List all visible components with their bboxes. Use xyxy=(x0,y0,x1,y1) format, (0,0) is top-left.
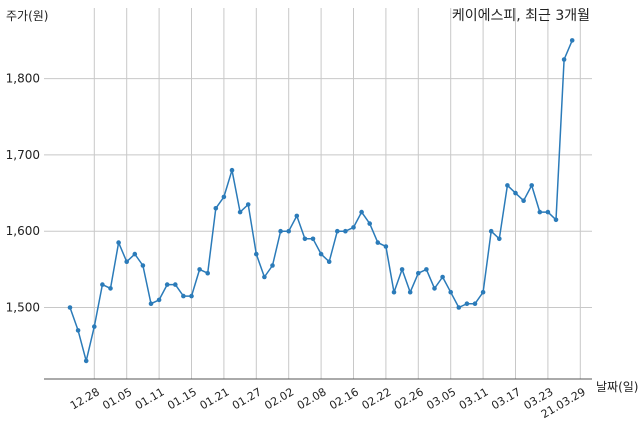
data-point xyxy=(221,194,227,200)
data-point xyxy=(480,289,486,295)
data-point xyxy=(286,228,292,234)
data-point xyxy=(197,267,202,272)
data-point xyxy=(213,206,219,211)
data-point xyxy=(237,209,243,215)
data-point xyxy=(424,267,429,272)
data-point xyxy=(553,217,559,223)
y-axis-label: 주가(원) xyxy=(6,9,48,23)
chart-title: 케이에스피, 최근 3개월 xyxy=(452,8,590,24)
data-point xyxy=(464,301,470,307)
data-point xyxy=(343,228,348,234)
data-point xyxy=(270,263,275,268)
data-point xyxy=(116,240,121,245)
data-point xyxy=(335,228,340,234)
data-point xyxy=(318,251,324,257)
data-point xyxy=(173,282,178,287)
y-tick-label: 1,800 xyxy=(6,72,40,86)
data-point xyxy=(569,38,575,43)
data-point xyxy=(140,263,146,268)
data-point xyxy=(375,240,381,245)
x-tick-label: 02.08 xyxy=(295,385,329,412)
data-point xyxy=(391,289,397,295)
data-point xyxy=(521,198,526,203)
data-point xyxy=(245,202,251,207)
data-point xyxy=(67,305,73,310)
data-point xyxy=(310,236,316,242)
data-point xyxy=(561,57,567,62)
data-point xyxy=(432,286,437,291)
y-tick-labels: 1,500 1,600 1,700 1,800 xyxy=(6,72,40,315)
x-tick-label: 02.22 xyxy=(360,385,394,412)
data-point xyxy=(448,289,454,295)
y-tick-label: 1,500 xyxy=(6,301,40,315)
grid xyxy=(44,8,592,379)
data-point xyxy=(181,293,186,299)
data-point xyxy=(456,305,462,310)
x-axis-label: 날짜(일) xyxy=(596,380,638,394)
x-tick-label: 03.17 xyxy=(489,385,523,412)
data-point xyxy=(83,358,89,364)
data-point xyxy=(92,324,97,329)
data-point xyxy=(302,236,308,242)
data-point xyxy=(472,301,478,307)
x-tick-label: 03.05 xyxy=(424,385,458,412)
x-tick-label: 01.05 xyxy=(100,385,134,412)
data-point xyxy=(488,228,494,234)
data-point xyxy=(205,270,210,276)
x-tick-label: 01.27 xyxy=(230,385,264,412)
x-tick-label: 01.21 xyxy=(198,385,232,412)
data-point xyxy=(229,167,235,173)
data-point xyxy=(505,183,510,188)
x-tick-label: 03.11 xyxy=(457,385,491,412)
data-point xyxy=(262,274,267,280)
data-point xyxy=(545,209,551,215)
x-tick-label: 02.16 xyxy=(327,385,361,412)
data-point xyxy=(100,282,105,287)
data-point xyxy=(399,267,405,272)
data-point xyxy=(278,228,283,234)
data-point xyxy=(156,297,162,303)
data-point xyxy=(407,289,413,295)
x-tick-labels: 12.2801.0501.1101.1501.2101.2702.0202.08… xyxy=(68,385,588,421)
x-tick-label: 01.15 xyxy=(165,385,199,412)
data-point xyxy=(529,183,534,188)
data-point xyxy=(359,209,364,215)
data-point xyxy=(294,213,300,219)
data-points xyxy=(67,38,575,364)
data-point xyxy=(497,236,502,242)
data-point xyxy=(253,251,259,257)
x-tick-label: 02.02 xyxy=(262,385,296,412)
x-tick-label: 01.11 xyxy=(133,385,167,412)
data-point xyxy=(351,225,356,230)
data-point xyxy=(108,286,113,291)
y-tick-label: 1,600 xyxy=(6,224,40,238)
data-point xyxy=(367,221,373,226)
data-point xyxy=(383,244,389,249)
data-point xyxy=(124,259,129,265)
x-tick-label: 12.28 xyxy=(68,385,102,412)
data-point xyxy=(326,259,332,265)
data-point xyxy=(440,274,445,280)
data-point xyxy=(164,282,170,287)
data-point xyxy=(132,251,138,257)
y-tick-label: 1,700 xyxy=(6,148,40,162)
data-point xyxy=(513,190,518,196)
data-point xyxy=(416,270,421,276)
data-point xyxy=(537,209,543,215)
data-point xyxy=(148,301,154,307)
data-point xyxy=(75,328,81,333)
data-point xyxy=(189,293,194,299)
x-tick-label: 02.26 xyxy=(392,385,426,412)
